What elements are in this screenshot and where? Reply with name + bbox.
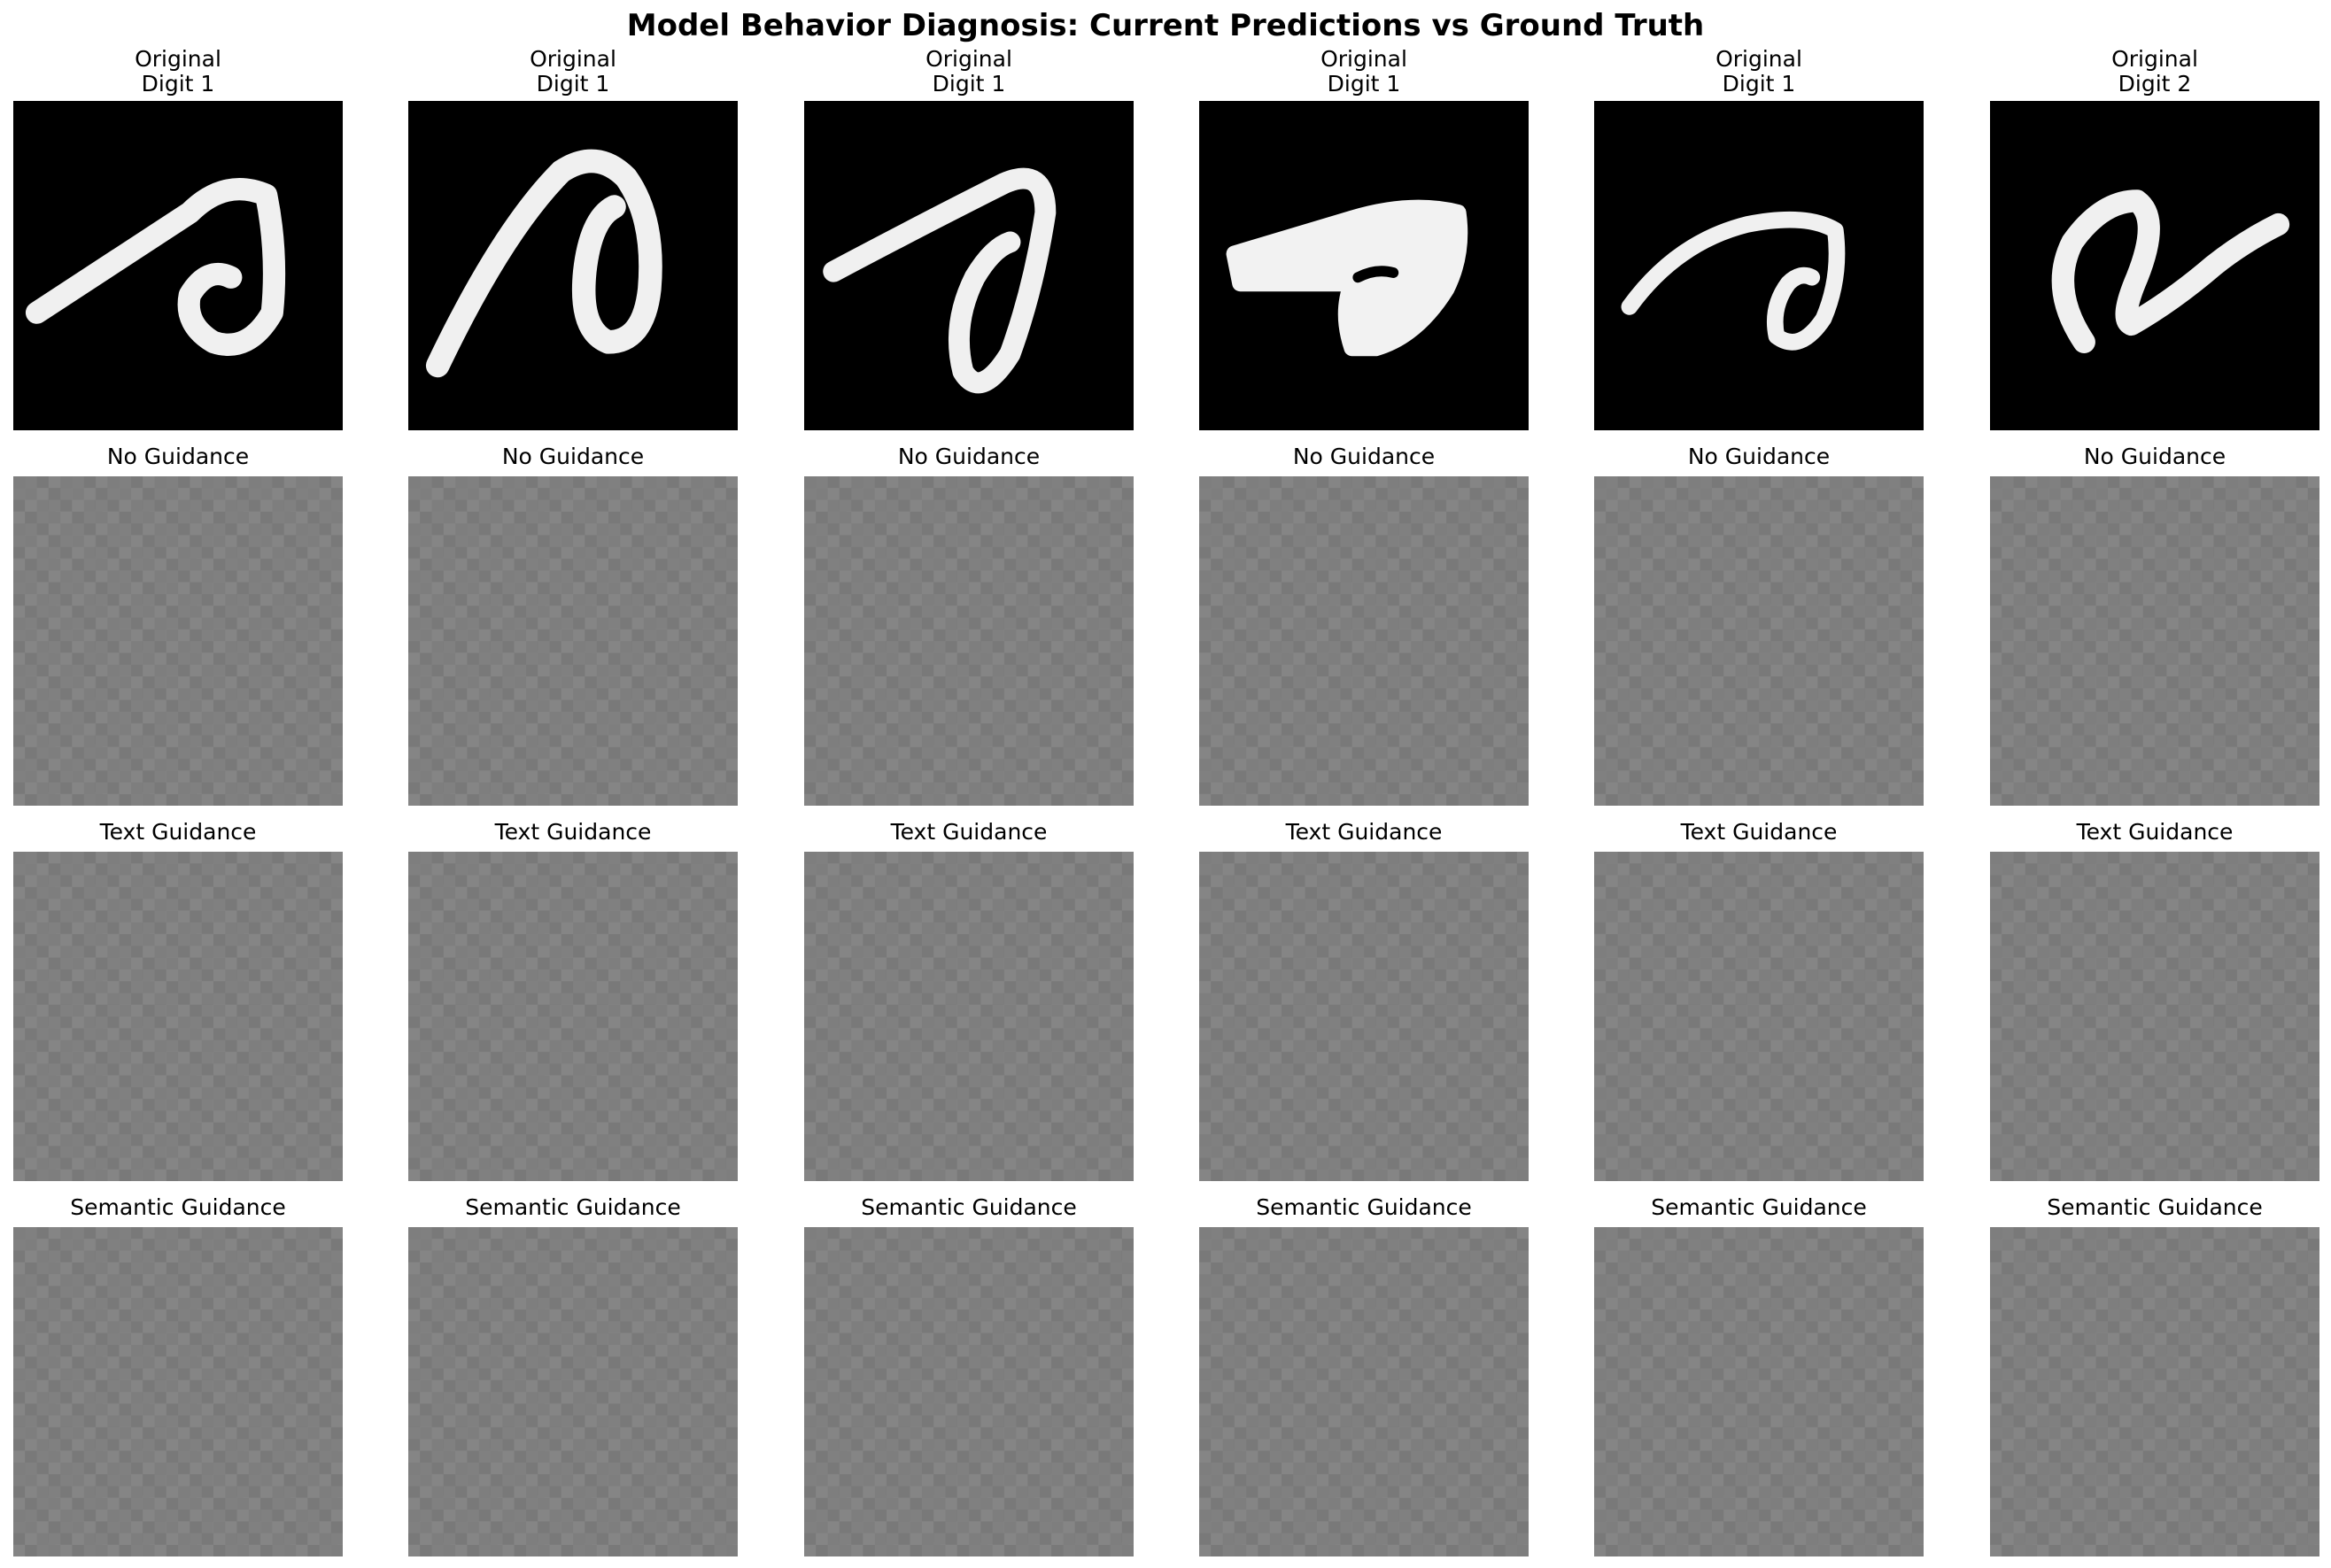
generated-image [804,476,1134,806]
panel-original-6: Original Digit 2 [1990,47,2319,430]
panel-original-5: Original Digit 1 [1594,47,1924,430]
panel-title: No Guidance [501,444,645,469]
generated-image [408,476,738,806]
generated-image [1594,476,1924,806]
generated-image [1199,852,1529,1181]
panel-original-3: Original Digit 1 [804,47,1134,430]
panel-title: Semantic Guidance [1651,1194,1867,1220]
panel-title: Original Digit 2 [2111,46,2198,97]
panel-title: Text Guidance [494,819,652,845]
digit-image [408,101,738,430]
panel-no-guidance-4: No Guidance [1199,444,1529,806]
panel-no-guidance-6: No Guidance [1990,444,2319,806]
panel-title: No Guidance [2083,444,2226,469]
panel-text-guidance-1: Text Guidance [13,820,343,1181]
generated-image [1990,1227,2319,1556]
figure-title: Model Behavior Diagnosis: Current Predic… [626,8,1705,43]
digit-image [1990,101,2319,430]
panel-text-guidance-6: Text Guidance [1990,820,2319,1181]
panel-semantic-guidance-3: Semantic Guidance [804,1195,1134,1556]
digit-image [1594,101,1924,430]
panel-text-guidance-5: Text Guidance [1594,820,1924,1181]
panel-title: Original Digit 1 [135,46,221,97]
generated-image [1199,1227,1529,1556]
generated-image [804,852,1134,1181]
panel-semantic-guidance-6: Semantic Guidance [1990,1195,2319,1556]
generated-image [408,852,738,1181]
digit-image [804,101,1134,430]
panel-original-1: Original Digit 1 [13,47,343,430]
panel-title: Original Digit 1 [530,46,616,97]
digit-image [13,101,343,430]
panel-text-guidance-2: Text Guidance [408,820,738,1181]
panel-semantic-guidance-5: Semantic Guidance [1594,1195,1924,1556]
digit-image [1199,101,1529,430]
panel-title: Original Digit 1 [1715,46,1802,97]
generated-image [1594,852,1924,1181]
panel-title: Original Digit 1 [1320,46,1407,97]
panel-no-guidance-2: No Guidance [408,444,738,806]
panel-semantic-guidance-4: Semantic Guidance [1199,1195,1529,1556]
panel-title: No Guidance [1292,444,1436,469]
generated-image [13,476,343,806]
panel-title: Text Guidance [2076,819,2234,845]
generated-image [13,1227,343,1556]
panel-original-2: Original Digit 1 [408,47,738,430]
panel-title: Text Guidance [1680,819,1838,845]
panel-title: Text Guidance [1285,819,1443,845]
generated-image [1990,476,2319,806]
panel-text-guidance-3: Text Guidance [804,820,1134,1181]
generated-image [13,852,343,1181]
panel-title: Semantic Guidance [465,1194,681,1220]
panel-title: Semantic Guidance [1256,1194,1472,1220]
panel-semantic-guidance-1: Semantic Guidance [13,1195,343,1556]
panel-title: Semantic Guidance [861,1194,1077,1220]
panel-title: Semantic Guidance [2047,1194,2263,1220]
panel-no-guidance-5: No Guidance [1594,444,1924,806]
panel-original-4: Original Digit 1 [1199,47,1529,430]
panel-semantic-guidance-2: Semantic Guidance [408,1195,738,1556]
panel-title: Text Guidance [99,819,257,845]
generated-image [408,1227,738,1556]
generated-image [1990,852,2319,1181]
panel-title: No Guidance [1687,444,1831,469]
panel-no-guidance-1: No Guidance [13,444,343,806]
panel-no-guidance-3: No Guidance [804,444,1134,806]
panel-title: No Guidance [106,444,250,469]
generated-image [804,1227,1134,1556]
panel-title: Text Guidance [890,819,1048,845]
generated-image [1594,1227,1924,1556]
generated-image [1199,476,1529,806]
panel-title: No Guidance [897,444,1041,469]
panel-title: Semantic Guidance [70,1194,286,1220]
panel-text-guidance-4: Text Guidance [1199,820,1529,1181]
panel-title: Original Digit 1 [925,46,1012,97]
